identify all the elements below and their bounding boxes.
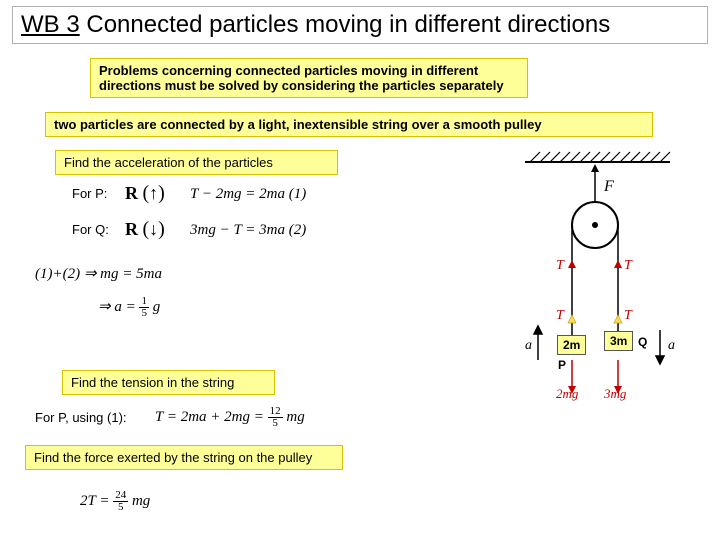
- sum-equation: (1)+(2) ⇒ mg = 5ma: [35, 264, 162, 283]
- weight-p-label: 2mg: [556, 386, 578, 402]
- pulley-diagram: F T T T T a a 2m 3m P Q 2mg 3mg: [470, 150, 690, 450]
- resolve-p: R (↑): [125, 182, 165, 205]
- force-f-label: F: [604, 178, 614, 196]
- title-prefix: WB 3: [21, 11, 80, 38]
- eq-q: 3mg − T = 3ma (2): [190, 222, 306, 239]
- tension-equation: T = 2ma + 2mg = 125 mg: [155, 406, 305, 429]
- mass-q-box: 3m: [604, 331, 633, 351]
- tension-using: For P, using (1):: [35, 410, 127, 425]
- resolve-q: R (↓): [125, 218, 165, 241]
- find-tension-label: Find the tension in the string: [62, 370, 275, 395]
- diagram-svg: [470, 150, 690, 450]
- find-acceleration-label: Find the acceleration of the particles: [55, 150, 338, 175]
- tension-label-3: T: [556, 308, 564, 324]
- tension-label-2: T: [624, 258, 632, 274]
- title-rest: Connected particles moving in different …: [80, 11, 611, 38]
- tension-label-1: T: [556, 258, 564, 274]
- acc-result: ⇒ a = 15 g: [98, 296, 160, 319]
- for-q-label: For Q:: [72, 222, 109, 237]
- problem-statement: two particles are connected by a light, …: [45, 112, 653, 137]
- intro-text: Problems concerning connected particles …: [90, 58, 528, 98]
- pulley-equation: 2T = 245 mg: [80, 490, 150, 513]
- tension-label-4: T: [624, 308, 632, 324]
- particle-p-label: P: [558, 358, 566, 372]
- mass-p-box: 2m: [557, 335, 586, 355]
- acc-label-left: a: [525, 338, 532, 354]
- weight-q-label: 3mg: [604, 386, 626, 402]
- eq-p: T − 2mg = 2ma (1): [190, 186, 306, 203]
- for-p-label: For P:: [72, 186, 107, 201]
- find-pulley-force-label: Find the force exerted by the string on …: [25, 445, 343, 470]
- page-title: WB 3 Connected particles moving in diffe…: [12, 6, 708, 44]
- particle-q-label: Q: [638, 335, 647, 349]
- acc-label-right: a: [668, 338, 675, 354]
